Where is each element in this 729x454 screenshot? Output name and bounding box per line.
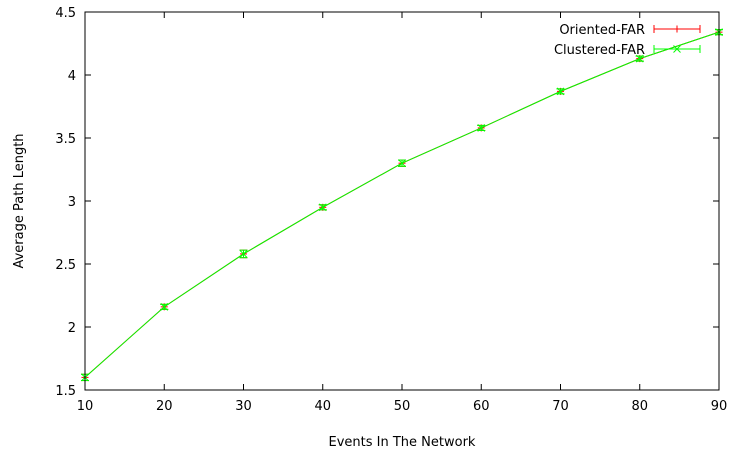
data-point-x-arm (160, 302, 169, 311)
y-tick-label: 4 (68, 69, 76, 84)
y-tick-label: 4.5 (55, 6, 76, 21)
x-tick-label: 20 (156, 399, 173, 414)
x-tick-label: 30 (235, 399, 252, 414)
x-tick-label: 70 (552, 399, 569, 414)
series-oriented-far (81, 28, 723, 382)
data-point-x-arm (239, 250, 248, 258)
x-tick-label: 80 (631, 399, 648, 414)
x-tick-label: 50 (394, 399, 411, 414)
data-point (635, 54, 644, 63)
y-tick-label: 2.5 (55, 258, 76, 273)
data-point (556, 87, 565, 96)
series-line (84, 31, 720, 378)
data-point (477, 124, 486, 132)
series-layer (81, 28, 723, 382)
legend-label: Clustered-FAR (554, 43, 645, 58)
data-point (239, 249, 248, 259)
data-point (160, 302, 169, 311)
series-clustered-far (81, 28, 723, 382)
x-tick-label: 60 (473, 399, 490, 414)
x-tick-label: 90 (711, 399, 728, 414)
x-axis-label: Events In The Network (329, 435, 476, 450)
legend-entry: Oriented-FAR (559, 23, 701, 38)
axis-ticks: 10 20 30 40 50 60 70 80 90 1.5 2 2.5 3 3.5 4 4.5 (55, 6, 727, 414)
data-point (398, 159, 406, 168)
data-point-x-arm (477, 124, 486, 132)
data-point-x-arm (556, 87, 565, 96)
y-tick-label: 3.5 (55, 132, 76, 147)
x-tick-label: 10 (77, 399, 94, 414)
data-point-x-arm (673, 45, 681, 53)
data-point-x-arm (318, 203, 327, 212)
legend: Oriented-FAR Clustered-FAR (554, 23, 701, 58)
plot-frame (84, 11, 720, 391)
data-point-x-arm (635, 54, 644, 63)
x-tick-label: 40 (314, 399, 331, 414)
series-line (84, 31, 720, 378)
legend-label: Oriented-FAR (559, 23, 645, 38)
y-tick-label: 3 (68, 195, 76, 210)
data-point (318, 203, 327, 212)
y-tick-label: 2 (68, 321, 76, 336)
y-tick-label: 1.5 (55, 384, 76, 399)
data-point-x-arm (398, 159, 406, 168)
legend-entry: Clustered-FAR (554, 43, 701, 58)
y-axis-label: Average Path Length (12, 133, 27, 268)
